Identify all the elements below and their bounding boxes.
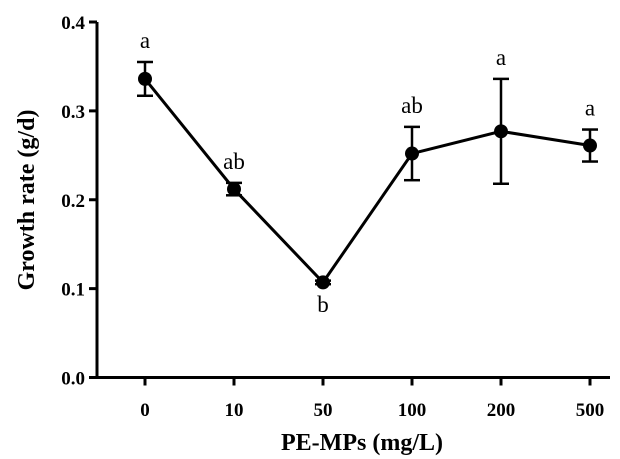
data-point — [494, 124, 508, 139]
series-line — [143, 77, 591, 285]
y-axis: 0.0 0.1 0.2 0.3 0.4 — [61, 13, 99, 390]
x-tick-label: 0 — [140, 400, 150, 421]
significance-label: ab — [223, 149, 245, 174]
data-point — [316, 275, 330, 290]
y-tick-label: 0.1 — [61, 280, 85, 301]
y-tick-label: 0.3 — [61, 102, 85, 123]
data-point — [583, 138, 597, 153]
y-tick-label: 0.0 — [61, 369, 85, 390]
y-tick-label: 0.2 — [61, 191, 85, 212]
significance-label: b — [317, 292, 329, 317]
data-point — [227, 182, 241, 197]
x-tick-label: 500 — [576, 400, 605, 421]
data-point — [405, 146, 419, 161]
x-axis: 0 10 50 100 200 500 — [97, 376, 610, 421]
x-tick-label: 100 — [398, 400, 427, 421]
x-tick-label: 200 — [487, 400, 516, 421]
y-axis-title: Growth rate (g/d) — [14, 110, 40, 291]
x-tick-label: 10 — [225, 400, 244, 421]
x-tick-label: 50 — [314, 400, 333, 421]
significance-label: a — [496, 45, 506, 70]
significance-label: ab — [401, 93, 423, 118]
significance-label: a — [585, 96, 595, 121]
series: a ab b ab a a — [137, 28, 598, 317]
data-point — [138, 71, 152, 86]
significance-label: a — [140, 28, 150, 53]
y-tick-label: 0.4 — [61, 13, 85, 34]
x-axis-title: PE-MPs (mg/L) — [281, 430, 443, 456]
